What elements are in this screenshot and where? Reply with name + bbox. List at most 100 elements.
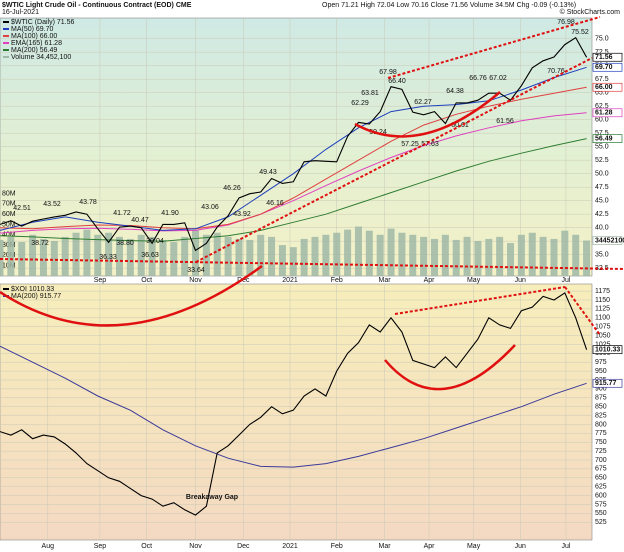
y-tick-label: 875 — [595, 395, 607, 402]
last-value-box — [592, 236, 623, 245]
x-tick-label: Feb — [331, 543, 343, 550]
volume-bar — [213, 232, 221, 276]
source: © StockCharts.com — [560, 8, 621, 16]
trendlines — [0, 16, 624, 391]
annotation: 64.38 — [446, 88, 464, 95]
volume-bar — [474, 240, 482, 276]
y-tick-label: 850 — [595, 404, 607, 411]
volume-bar — [463, 236, 471, 276]
y-tick-label: 825 — [595, 412, 607, 419]
y-tick-label: 1050 — [595, 332, 611, 339]
x-tick-label: Jul — [561, 543, 570, 550]
annotation: 57.25 — [401, 141, 419, 148]
legend-label: MA(200) 56.49 — [11, 47, 57, 54]
price-line — [0, 345, 587, 468]
y-tick-label: 700 — [595, 457, 607, 464]
volume-bar — [322, 234, 330, 276]
volume-bar — [572, 234, 580, 276]
y-tick-label: 650 — [595, 475, 607, 482]
y-tick-label: 600 — [595, 492, 607, 499]
annotation: 70.76 — [547, 68, 565, 75]
x-tick-label: 2021 — [282, 277, 298, 284]
annotation: 61.56 — [496, 118, 514, 125]
y-tick-label: 725 — [595, 448, 607, 455]
volume-bar — [61, 236, 69, 276]
price-line — [0, 292, 588, 516]
last-value-box — [592, 108, 623, 118]
annotation: 63.81 — [361, 90, 379, 97]
annotation: 66.76 — [469, 75, 487, 82]
x-tick-label: Dec — [237, 277, 250, 284]
volume-bar — [300, 238, 308, 276]
volume-bar — [83, 229, 91, 276]
price-line — [0, 86, 587, 230]
last-value-box — [592, 345, 623, 355]
annotation: 43.06 — [201, 204, 219, 211]
last-value-box — [592, 62, 623, 72]
volume-bar — [528, 232, 536, 276]
annotation: 43.78 — [79, 199, 97, 206]
volume-bar — [137, 234, 145, 276]
y-tick-label: 1175 — [595, 288, 610, 295]
annotation: 41.72 — [113, 210, 131, 217]
volume-bar — [246, 239, 254, 276]
volume-bar — [409, 234, 417, 276]
y2-tick-label: 40M — [2, 232, 16, 239]
x-tick-label: Mar — [378, 543, 391, 550]
y-tick-label: 750 — [595, 439, 607, 446]
x-tick-label: Apr — [424, 277, 436, 284]
legend-label: $WTIC (Daily) 71.56 — [11, 19, 75, 26]
volume-bar — [159, 239, 167, 276]
x-tick-label: Nov — [189, 543, 202, 550]
y-tick-label: 1150 — [595, 297, 610, 304]
annotation: 41.90 — [161, 210, 179, 217]
x-tick-label: Aug — [42, 543, 55, 550]
last-value-label: 56.49 — [595, 135, 613, 142]
volume-bar — [365, 230, 373, 276]
y-tick-label: 62.5 — [595, 103, 609, 110]
volume-bar — [148, 236, 156, 276]
last-value-label: 61.28 — [595, 110, 613, 117]
x-tick-label: Jul — [561, 277, 570, 284]
y-tick-label: 50.0 — [595, 171, 609, 178]
annotation: 43.52 — [43, 201, 61, 208]
annotation: 42.51 — [13, 205, 31, 212]
last-value-box — [592, 82, 623, 92]
y-tick-label: 72.5 — [595, 49, 609, 56]
y-tick-label: 52.5 — [595, 157, 609, 164]
last-value-label: 915.77 — [595, 380, 617, 387]
x-tick-label: Feb — [331, 277, 343, 284]
panel-background — [0, 283, 593, 541]
x-tick-label: Jun — [515, 543, 526, 550]
x-tick-label: Oct — [141, 543, 152, 550]
volume-bar — [202, 234, 210, 276]
y-tick-label: 1125 — [595, 306, 610, 313]
volume-bar — [344, 229, 352, 276]
last-value-box — [592, 134, 623, 143]
y2-tick-label: 80M — [2, 190, 16, 197]
last-value-box — [592, 378, 623, 388]
volume-bar — [278, 245, 286, 276]
volume-bar — [333, 232, 341, 276]
chart-date: 16-Jul-2021 — [2, 9, 39, 16]
last-value-label: 69.70 — [595, 64, 613, 71]
volume-bar — [105, 232, 113, 276]
last-value-box — [592, 52, 623, 62]
volume-bar — [289, 247, 297, 276]
y-tick-label: 67.5 — [595, 76, 609, 83]
y-tick-label: 900 — [595, 386, 607, 393]
legend-label: $XOI 1010.33 — [11, 286, 54, 293]
y-tick-label: 1025 — [595, 341, 611, 348]
panel-background — [0, 17, 593, 277]
last-value-label: 1010.33 — [595, 347, 620, 354]
volume-bar — [235, 238, 243, 276]
x-tick-label: Mar — [378, 277, 391, 284]
x-tick-label: 2021 — [282, 543, 298, 550]
y-tick-label: 625 — [595, 484, 607, 491]
volume-bar — [126, 238, 134, 276]
x-tick-label: Sep — [94, 543, 107, 550]
annotation: 57.63 — [421, 141, 439, 148]
annotation: 39.04 — [146, 238, 164, 245]
